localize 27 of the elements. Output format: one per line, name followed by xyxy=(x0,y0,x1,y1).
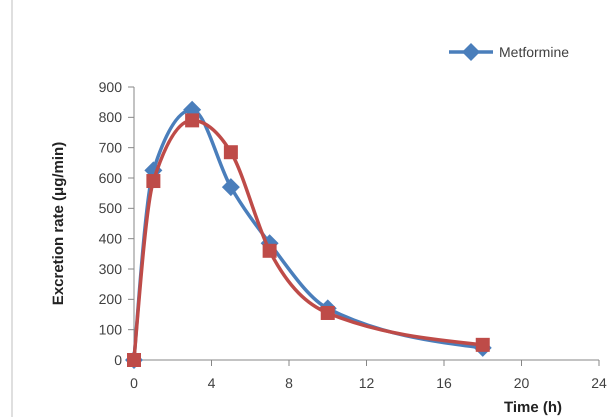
y-tick-label: 300 xyxy=(98,260,122,277)
point xyxy=(320,306,335,320)
x-tick-label: 8 xyxy=(285,375,294,391)
y-tick-label: 200 xyxy=(98,291,122,308)
x-tick-label: 0 xyxy=(130,375,138,391)
point xyxy=(185,113,200,128)
x-tick-label: 12 xyxy=(358,375,374,391)
x-axis-title: Time (h) xyxy=(504,399,562,416)
y-tick-label: 900 xyxy=(98,78,122,95)
y-tick-label: 800 xyxy=(98,109,122,126)
point xyxy=(224,145,238,160)
point xyxy=(146,174,160,188)
y-tick-label: 500 xyxy=(98,200,122,216)
x-tick-label: 24 xyxy=(591,375,607,391)
point xyxy=(476,338,490,352)
point xyxy=(262,244,277,258)
y-tick-label: 600 xyxy=(98,170,122,186)
y-tick-label: 0 xyxy=(114,352,122,368)
point xyxy=(222,178,240,196)
x-tick-label: 16 xyxy=(436,375,452,391)
legend-label: Metformine xyxy=(499,44,570,60)
x-tick-label: 20 xyxy=(514,375,530,391)
y-tick-label: 400 xyxy=(98,230,122,247)
x-tick-label: 4 xyxy=(208,375,216,391)
y-tick-label: 100 xyxy=(98,322,122,338)
y-axis-title: Excretion rate (μg/min) xyxy=(50,142,67,306)
y-tick-label: 700 xyxy=(98,140,122,156)
